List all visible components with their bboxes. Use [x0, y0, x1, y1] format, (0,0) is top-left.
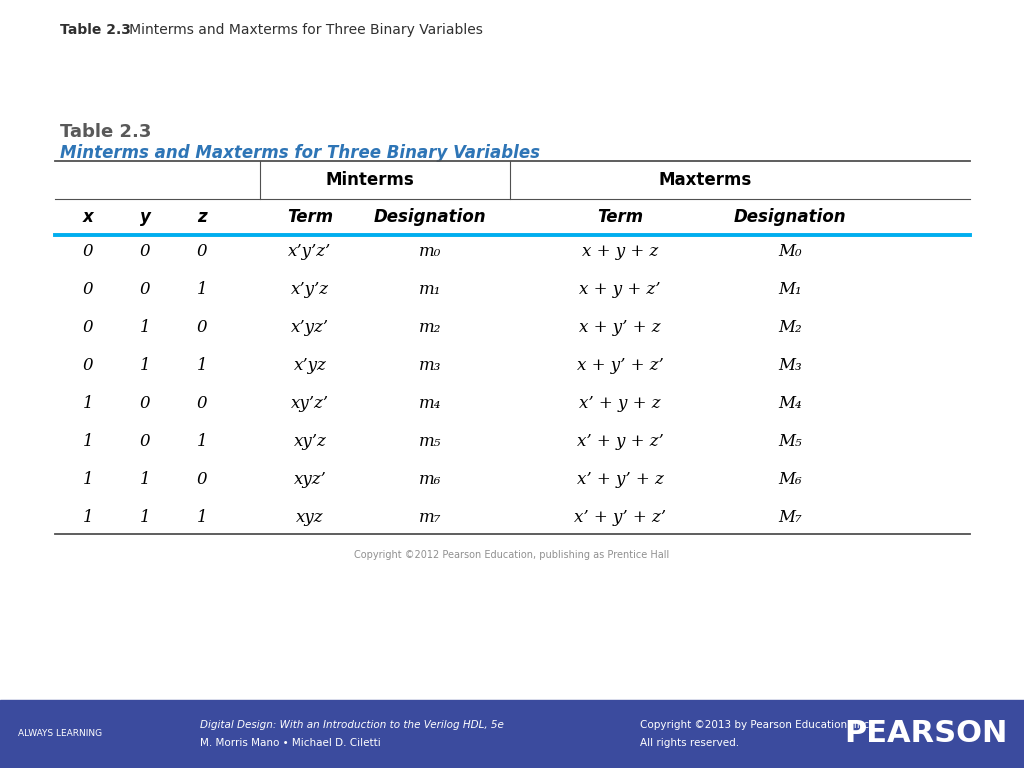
Text: 0: 0	[83, 243, 93, 260]
Text: Designation: Designation	[374, 208, 486, 226]
Text: 0: 0	[197, 395, 207, 412]
Text: All rights reserved.: All rights reserved.	[640, 738, 739, 748]
Text: m₃: m₃	[419, 356, 441, 373]
Text: Copyright ©2012 Pearson Education, publishing as Prentice Hall: Copyright ©2012 Pearson Education, publi…	[354, 550, 670, 560]
Text: M₃: M₃	[778, 356, 802, 373]
Text: 1: 1	[197, 432, 207, 449]
Bar	[0, 700, 1024, 768]
Text: m₅: m₅	[419, 432, 441, 449]
Text: x’ + y’ + z’: x’ + y’ + z’	[574, 508, 666, 525]
Text: 0: 0	[197, 319, 207, 336]
Text: m₆: m₆	[419, 471, 441, 488]
Text: y: y	[139, 208, 151, 226]
Text: 1: 1	[83, 432, 93, 449]
Text: 1: 1	[197, 356, 207, 373]
Text: M₅: M₅	[778, 432, 802, 449]
Text: xyz’: xyz’	[294, 471, 327, 488]
Text: 1: 1	[139, 471, 151, 488]
Text: x’ + y + z: x’ + y + z	[580, 395, 660, 412]
Text: m₁: m₁	[419, 280, 441, 297]
Text: 1: 1	[139, 508, 151, 525]
Text: xy’z’: xy’z’	[291, 395, 329, 412]
Text: M₆: M₆	[778, 471, 802, 488]
Text: x’y’z: x’y’z	[291, 280, 329, 297]
Text: 0: 0	[139, 280, 151, 297]
Text: m₇: m₇	[419, 508, 441, 525]
Text: 0: 0	[83, 280, 93, 297]
Text: Digital Design: With an Introduction to the Verilog HDL, 5e: Digital Design: With an Introduction to …	[200, 720, 504, 730]
Text: x’yz’: x’yz’	[291, 319, 329, 336]
Text: PEARSON: PEARSON	[845, 720, 1008, 749]
Text: Minterms and Maxterms for Three Binary Variables: Minterms and Maxterms for Three Binary V…	[60, 144, 540, 162]
Text: Minterms and Maxterms for Three Binary Variables: Minterms and Maxterms for Three Binary V…	[116, 23, 483, 37]
Text: 0: 0	[139, 395, 151, 412]
Text: ALWAYS LEARNING: ALWAYS LEARNING	[18, 730, 102, 739]
Text: 1: 1	[139, 356, 151, 373]
Text: Minterms: Minterms	[326, 171, 415, 189]
Text: Designation: Designation	[733, 208, 846, 226]
Text: x + y + z’: x + y + z’	[580, 280, 660, 297]
Text: 0: 0	[83, 319, 93, 336]
Text: 0: 0	[197, 243, 207, 260]
Text: Maxterms: Maxterms	[658, 171, 752, 189]
Text: Term: Term	[597, 208, 643, 226]
Text: 0: 0	[139, 432, 151, 449]
Text: x’yz: x’yz	[294, 356, 327, 373]
Text: x’ + y + z’: x’ + y + z’	[577, 432, 664, 449]
Text: 1: 1	[83, 471, 93, 488]
Text: Copyright ©2013 by Pearson Education, Inc.: Copyright ©2013 by Pearson Education, In…	[640, 720, 872, 730]
Text: 1: 1	[139, 319, 151, 336]
Text: 1: 1	[197, 280, 207, 297]
Text: M₇: M₇	[778, 508, 802, 525]
Text: 1: 1	[83, 508, 93, 525]
Text: M₂: M₂	[778, 319, 802, 336]
Text: m₂: m₂	[419, 319, 441, 336]
Text: 0: 0	[197, 471, 207, 488]
Text: x + y + z: x + y + z	[582, 243, 658, 260]
Text: M₁: M₁	[778, 280, 802, 297]
Text: x + y’ + z’: x + y’ + z’	[577, 356, 664, 373]
Text: M₄: M₄	[778, 395, 802, 412]
Text: 0: 0	[139, 243, 151, 260]
Text: x + y’ + z: x + y’ + z	[580, 319, 660, 336]
Text: M₀: M₀	[778, 243, 802, 260]
Text: 1: 1	[83, 395, 93, 412]
Text: Table 2.3: Table 2.3	[60, 23, 131, 37]
Text: Term: Term	[287, 208, 333, 226]
Text: 0: 0	[83, 356, 93, 373]
Text: x’ + y’ + z: x’ + y’ + z	[577, 471, 664, 488]
Text: xyz: xyz	[296, 508, 324, 525]
Text: m₄: m₄	[419, 395, 441, 412]
Text: x’y’z’: x’y’z’	[289, 243, 332, 260]
Text: M. Morris Mano • Michael D. Ciletti: M. Morris Mano • Michael D. Ciletti	[200, 738, 381, 748]
Text: z: z	[198, 208, 207, 226]
Text: Table 2.3: Table 2.3	[60, 123, 152, 141]
Text: xy’z: xy’z	[294, 432, 327, 449]
Text: m₀: m₀	[419, 243, 441, 260]
Text: 1: 1	[197, 508, 207, 525]
Text: x: x	[83, 208, 93, 226]
